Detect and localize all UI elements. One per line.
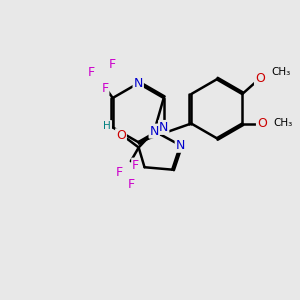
Text: O: O: [257, 117, 267, 130]
Text: F: F: [116, 167, 123, 179]
Text: O: O: [255, 72, 265, 85]
Text: H: H: [103, 121, 111, 131]
Text: F: F: [101, 82, 108, 95]
Text: F: F: [132, 159, 139, 172]
Text: N: N: [149, 124, 159, 138]
Text: O: O: [116, 129, 126, 142]
Text: F: F: [109, 58, 116, 71]
Text: CH₃: CH₃: [274, 118, 293, 128]
Text: CH₃: CH₃: [272, 68, 291, 77]
Text: N: N: [176, 139, 185, 152]
Text: N: N: [159, 121, 168, 134]
Text: F: F: [88, 66, 95, 79]
Text: N: N: [134, 77, 143, 90]
Text: F: F: [128, 178, 135, 191]
